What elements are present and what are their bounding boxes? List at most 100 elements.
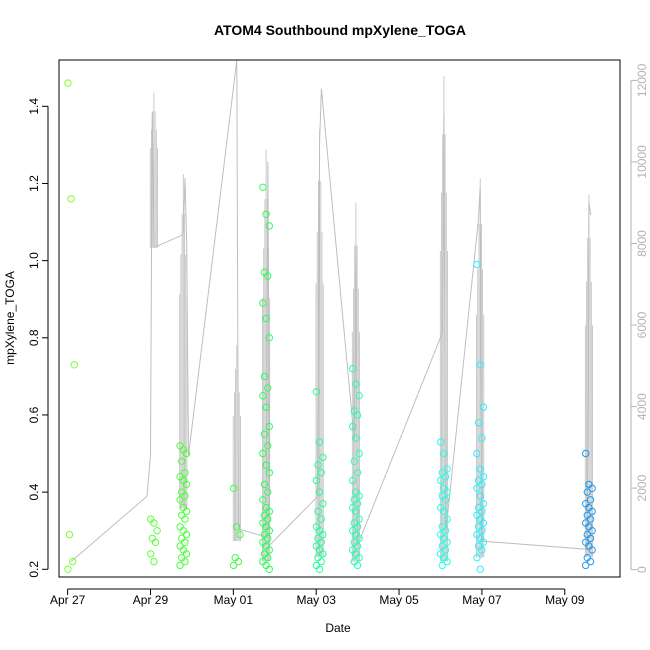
data-point (473, 484, 481, 492)
data-point (473, 449, 481, 458)
data-point (349, 365, 357, 373)
data-point (264, 515, 272, 523)
data-point (355, 492, 363, 500)
data-point (476, 492, 484, 500)
x-tick-label: May 03 (297, 593, 337, 607)
data-point (181, 515, 189, 523)
data-point (259, 392, 267, 400)
right-y-tick-label: 8000 (635, 230, 649, 257)
data-point (353, 561, 362, 570)
data-point (319, 453, 327, 462)
data-point (229, 484, 238, 492)
data-point (182, 550, 191, 558)
data-point (355, 449, 363, 458)
data-point (349, 422, 357, 431)
data-point (259, 496, 267, 504)
gray-secondary-trace (70, 59, 593, 562)
data-point (349, 476, 357, 485)
data-point (314, 507, 322, 516)
data-point (312, 476, 321, 485)
data-point (260, 372, 269, 381)
data-point (319, 500, 327, 508)
data-point (262, 461, 270, 469)
data-point (588, 484, 596, 492)
plot-frame (58, 59, 621, 578)
data-point (317, 557, 325, 566)
data-point (259, 183, 267, 192)
y-axis-label: mpXylene_TOGA (3, 271, 17, 365)
data-point (478, 527, 486, 535)
data-point (236, 530, 244, 539)
data-point (67, 195, 75, 203)
data-point (265, 222, 273, 230)
y-tick-label: 1.2 (27, 175, 41, 192)
data-point (355, 392, 363, 400)
data-point (181, 469, 189, 477)
data-point (262, 314, 270, 323)
data-point (265, 469, 273, 477)
data-point (441, 496, 450, 504)
data-point (259, 299, 267, 307)
data-point (586, 515, 595, 523)
data-point (182, 530, 191, 539)
right-y-tick-label: 6000 (635, 311, 649, 338)
data-point (440, 507, 448, 516)
gray-trace-line (70, 59, 592, 562)
data-point (478, 480, 486, 489)
data-point (350, 457, 358, 465)
x-tick-label: May 07 (462, 593, 502, 607)
data-point (181, 538, 189, 546)
y-tick-label: 0.6 (27, 406, 41, 423)
data-point (312, 388, 321, 396)
data-point (443, 465, 451, 473)
y-axis: 0.2 0.4 0.6 0.8 1.0 1.2 1.4 (27, 98, 49, 578)
data-point (264, 488, 272, 496)
y-tick-label: 1.4 (27, 98, 41, 115)
x-tick-label: May 05 (379, 593, 419, 607)
data-point (150, 519, 158, 527)
data-point (182, 507, 191, 516)
data-point (476, 465, 484, 473)
x-tick-label: Apr 27 (50, 593, 86, 607)
data-point (233, 523, 241, 531)
x-tick-label: May 01 (214, 593, 254, 607)
data-point (315, 438, 324, 446)
data-point (265, 334, 273, 342)
data-point (234, 557, 243, 566)
data-point (443, 557, 451, 566)
data-point (264, 554, 272, 562)
right-y-tick-label: 10000 (635, 145, 649, 179)
data-point (586, 534, 595, 543)
data-point (443, 538, 451, 546)
data-point (473, 554, 481, 562)
data-point (479, 500, 488, 508)
data-point (317, 538, 325, 546)
data-point (65, 530, 74, 539)
data-point (178, 457, 186, 465)
data-point (352, 507, 360, 516)
data-point (479, 403, 488, 411)
x-tick-label: May 09 (545, 593, 585, 607)
data-point (479, 538, 488, 546)
data-point (478, 507, 486, 516)
data-point (262, 403, 270, 411)
data-point (479, 473, 488, 481)
data-point (264, 442, 272, 450)
data-point (151, 538, 160, 546)
data-point (586, 557, 595, 566)
data-point (476, 361, 484, 369)
right-y-tick-label: 2000 (635, 474, 649, 501)
data-point (352, 434, 360, 442)
data-point (355, 554, 363, 562)
data-point (353, 500, 362, 508)
data-point (319, 530, 327, 539)
data-point (586, 496, 595, 504)
data-point (478, 546, 486, 554)
data-point (353, 469, 362, 477)
data-point (441, 546, 450, 554)
data-point (315, 488, 324, 496)
data-point (443, 488, 451, 496)
x-tick-label: Apr 29 (133, 593, 169, 607)
right-y-tick-label: 4000 (635, 393, 649, 420)
data-point (265, 546, 273, 554)
